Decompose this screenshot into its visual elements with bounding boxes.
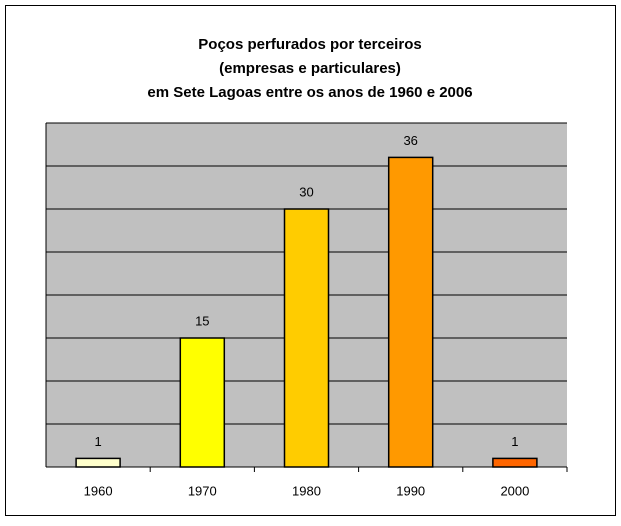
- data-label: 1: [94, 434, 101, 449]
- x-tick-label: 1980: [292, 483, 321, 498]
- chart-title: Poços perfurados por terceiros: [198, 36, 421, 53]
- x-tick-label: 1960: [84, 483, 113, 498]
- x-tick-label: 1970: [188, 483, 217, 498]
- data-label: 36: [403, 133, 417, 148]
- bar: [387, 156, 434, 468]
- bar: [283, 208, 330, 468]
- chart-title: (empresas e particulares): [219, 60, 401, 77]
- data-label: 1: [511, 434, 518, 449]
- x-tick-label: 2000: [500, 483, 529, 498]
- bar: [75, 457, 121, 468]
- x-tick-label: 1990: [396, 483, 425, 498]
- data-label: 15: [195, 313, 209, 328]
- bar: [492, 457, 538, 468]
- bar: [179, 337, 226, 468]
- chart-title: em Sete Lagoas entre os anos de 1960 e 2…: [147, 84, 472, 101]
- data-label: 30: [299, 184, 313, 199]
